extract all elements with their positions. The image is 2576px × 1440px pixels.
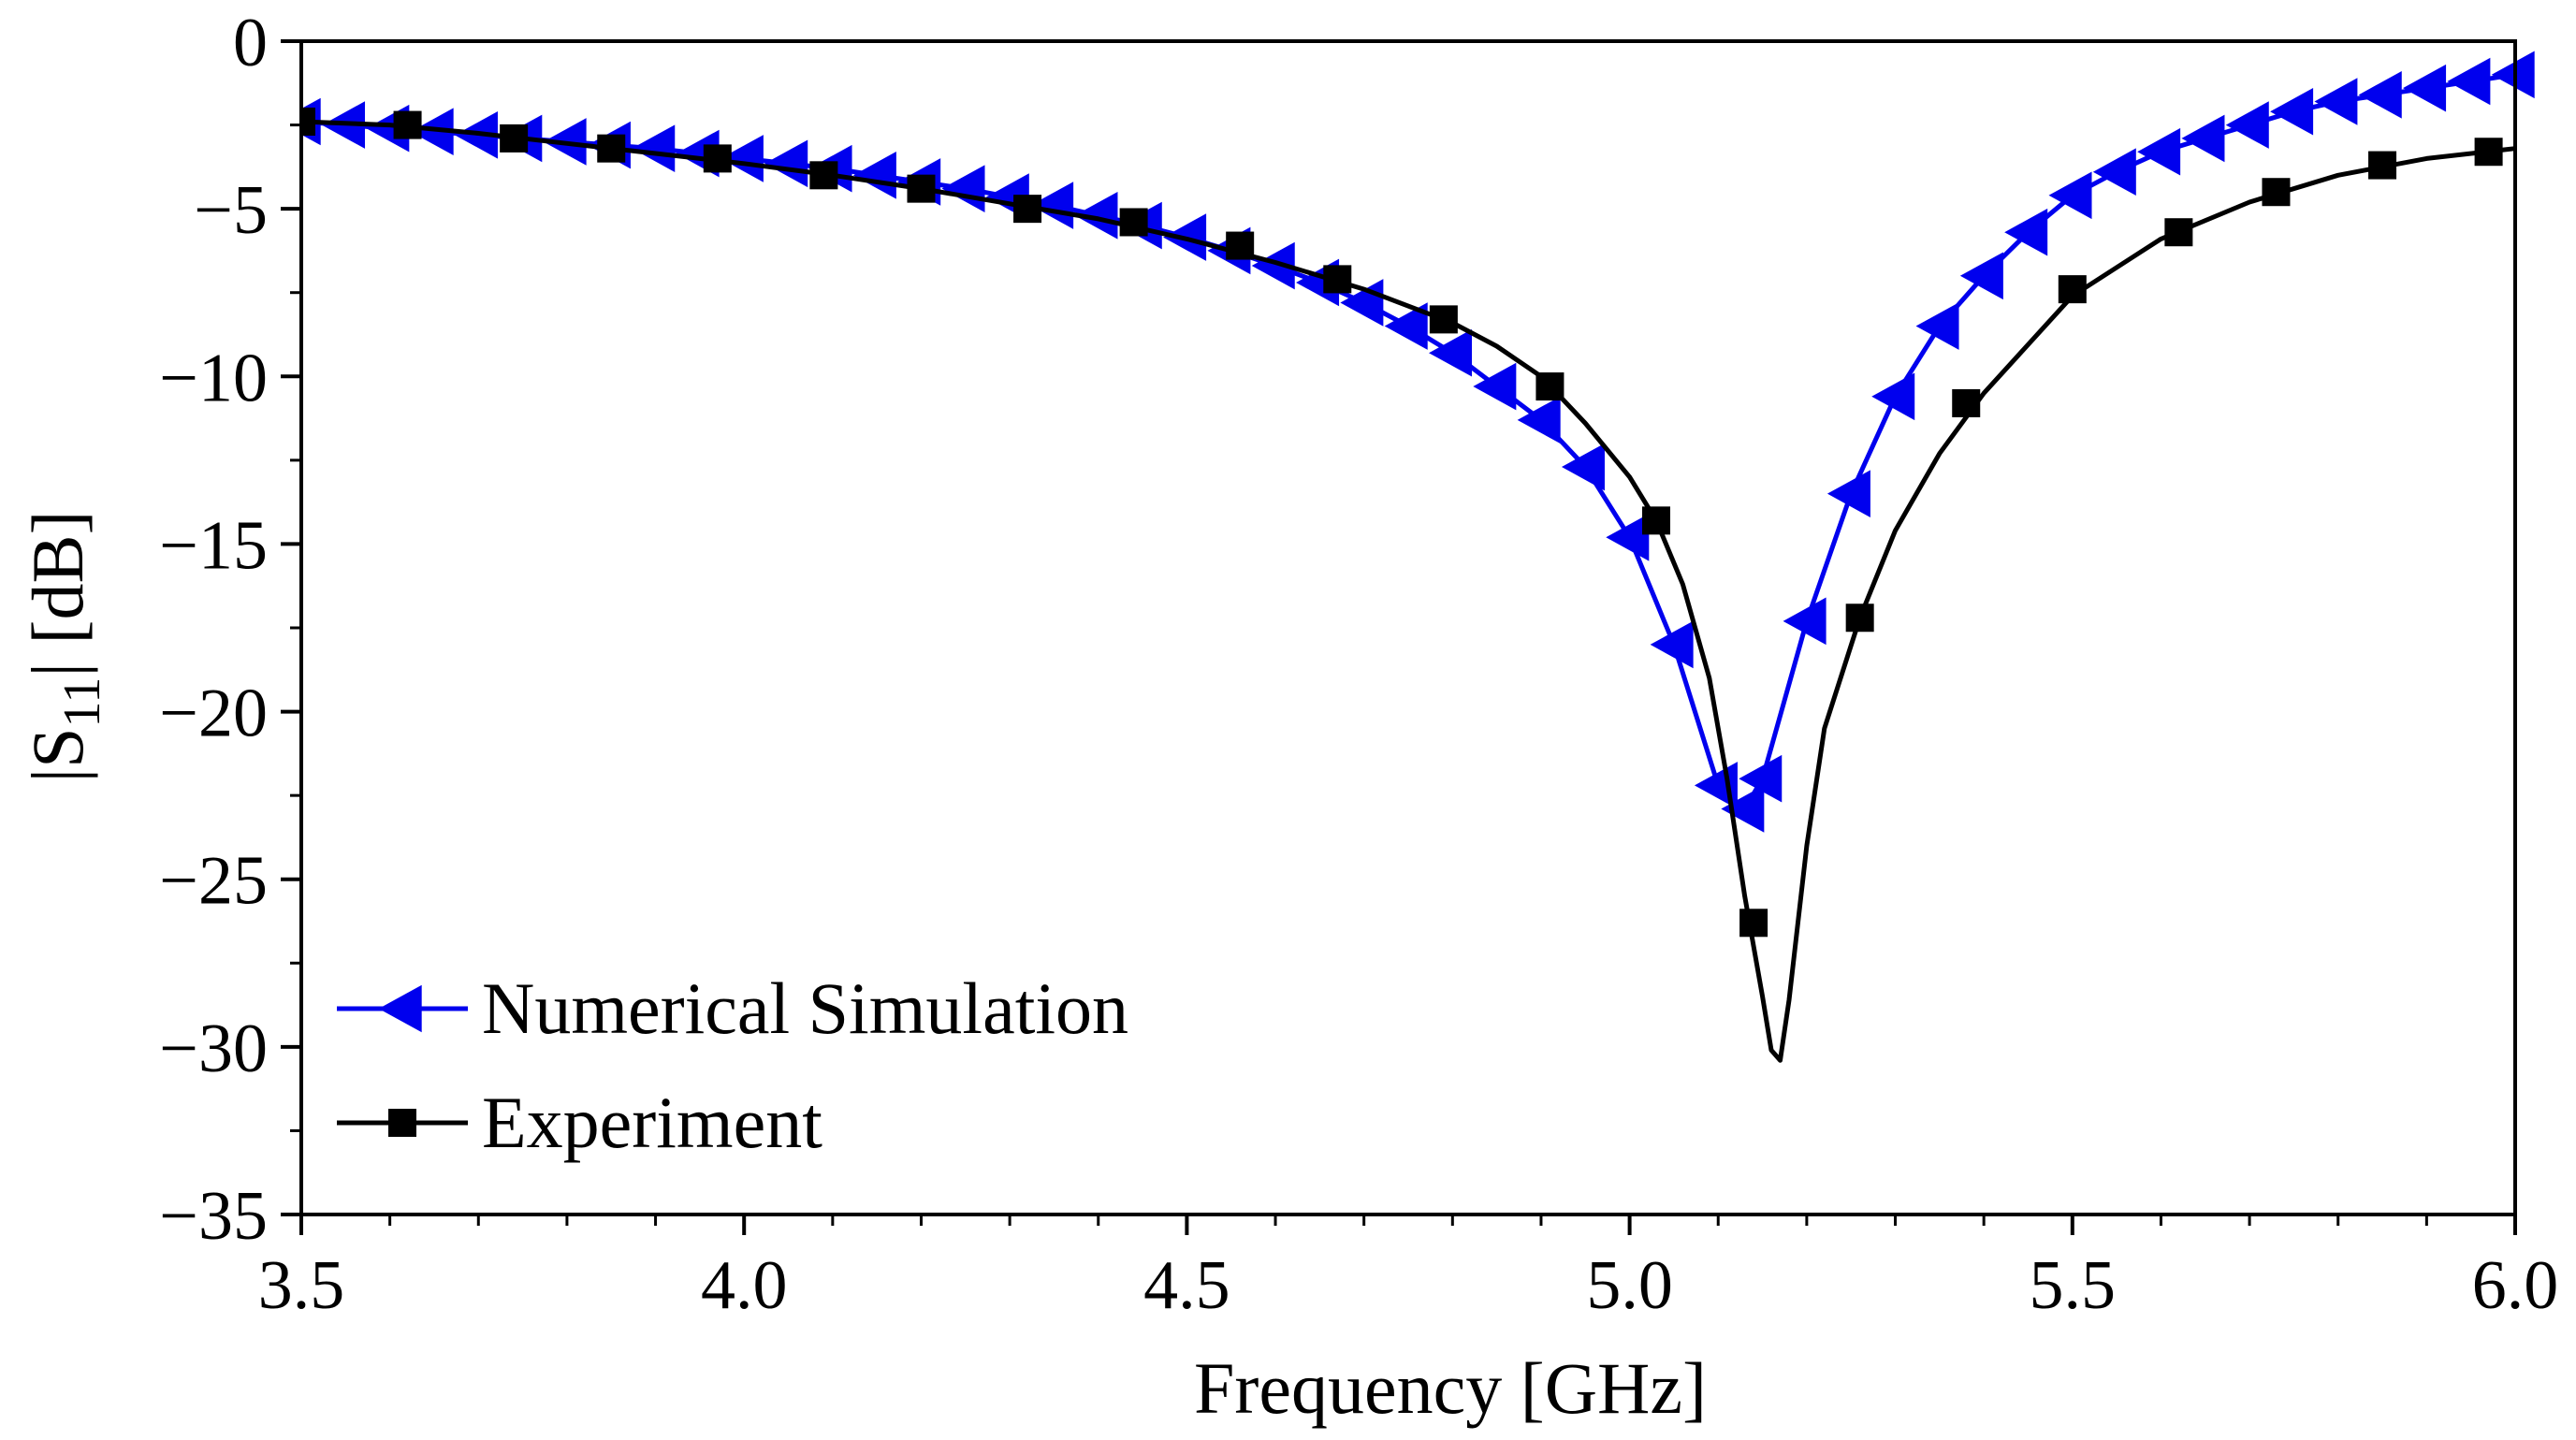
data-point	[2270, 87, 2314, 136]
data-point	[597, 134, 626, 163]
data-point	[1739, 909, 1768, 938]
data-point	[2262, 178, 2291, 207]
data-point	[907, 174, 936, 203]
y-tick-label: −15	[159, 507, 268, 584]
data-point	[2048, 171, 2092, 220]
data-point	[1119, 208, 1148, 237]
data-point	[1783, 597, 1826, 646]
data-point	[1721, 785, 1765, 833]
data-point	[720, 135, 764, 182]
data-point	[1959, 252, 2003, 300]
data-point	[393, 110, 422, 139]
data-point	[941, 165, 985, 212]
data-point	[632, 124, 676, 172]
data-point	[1915, 302, 1959, 350]
data-point	[301, 107, 315, 136]
x-tick-label: 5.0	[1586, 1247, 1673, 1324]
y-tick-label: −35	[159, 1178, 268, 1255]
y-tick-label: −20	[159, 676, 268, 752]
data-point	[703, 144, 732, 173]
data-point	[764, 139, 808, 188]
data-point	[1473, 362, 1517, 411]
y-axis-label-pre: |S	[17, 728, 98, 783]
data-point	[1226, 231, 1255, 260]
x-tick-label: 4.5	[1143, 1247, 1230, 1324]
data-point	[410, 108, 454, 156]
legend-item-simulation: Numerical Simulation	[337, 967, 1128, 1049]
data-point	[1074, 192, 1118, 240]
series-line-experiment	[301, 119, 2516, 1063]
data-point	[2491, 51, 2535, 99]
data-point	[2225, 101, 2269, 149]
data-point	[2447, 57, 2491, 106]
data-point	[1952, 388, 1981, 417]
x-axis-label: Frequency [GHz]	[1194, 1347, 1707, 1429]
data-point	[1561, 443, 1605, 491]
x-tick-label: 5.5	[2030, 1247, 2117, 1324]
data-point	[1030, 182, 1074, 229]
y-tick-label: −30	[159, 1011, 268, 1087]
data-point	[1826, 470, 1870, 517]
data-point	[2474, 138, 2503, 167]
data-point	[1641, 506, 1670, 535]
y-tick-label: −5	[194, 172, 268, 249]
legend-item-experiment: Experiment	[337, 1082, 822, 1163]
data-point	[1384, 302, 1428, 350]
data-point	[2314, 78, 2358, 125]
data-point	[2368, 151, 2397, 180]
data-point	[2004, 208, 2048, 256]
data-point	[1535, 372, 1565, 401]
data-point	[852, 152, 896, 199]
y-axis-label: |S11| [dB]	[17, 510, 111, 782]
legend-marker	[388, 1109, 416, 1137]
data-point	[1845, 604, 1874, 633]
data-point	[1871, 372, 1915, 421]
data-point	[809, 161, 838, 190]
x-tick-label: 4.0	[701, 1247, 788, 1324]
data-point	[2164, 218, 2193, 247]
data-point	[1323, 265, 1352, 294]
plot-layer	[301, 51, 2535, 1063]
data-point	[2181, 114, 2225, 163]
data-point	[1650, 620, 1694, 669]
legend-label: Numerical Simulation	[482, 967, 1128, 1049]
data-point	[1013, 195, 1042, 224]
series-experiment	[301, 107, 2516, 1063]
x-tick-label: 3.5	[258, 1247, 345, 1324]
data-point	[1739, 754, 1783, 803]
data-point	[1429, 305, 1458, 334]
data-point	[2403, 64, 2447, 112]
data-point	[1429, 328, 1473, 377]
data-point	[2137, 127, 2181, 176]
y-axis-label-sub: 11	[53, 677, 111, 728]
data-point	[1606, 513, 1650, 561]
y-tick-label: −25	[159, 843, 268, 920]
legend-marker	[378, 984, 422, 1033]
data-point	[500, 124, 529, 153]
x-tick-label: 6.0	[2472, 1247, 2559, 1324]
legend-label: Experiment	[482, 1082, 822, 1163]
y-tick-label: −10	[159, 340, 268, 416]
data-point	[2092, 148, 2136, 196]
data-point	[1251, 241, 1295, 290]
data-point	[1517, 396, 1561, 444]
axes-layer: 3.5 4.0 4.5 5.0 5.5 6.0 0 −5 −10 −15 −20 −25 −30 −35 F…	[17, 5, 2558, 1429]
series-line-simulation	[301, 72, 2516, 811]
data-point	[2058, 275, 2087, 304]
data-point	[2358, 71, 2402, 119]
y-axis-label-post: | [dB]	[17, 510, 98, 676]
series-simulation	[301, 51, 2535, 833]
legend: Numerical Simulation Experiment	[337, 967, 1128, 1163]
y-tick-label: 0	[233, 5, 268, 81]
